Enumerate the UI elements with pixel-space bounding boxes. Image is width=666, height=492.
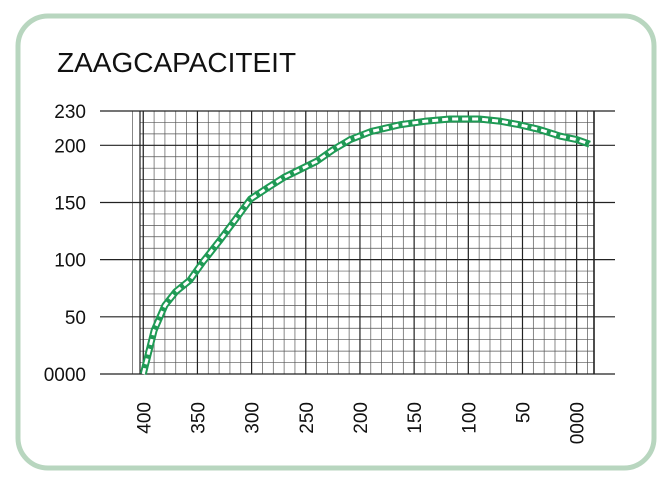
y-tick-label: 50 bbox=[65, 308, 86, 329]
y-tick-label: 230 bbox=[54, 102, 86, 123]
x-tick-label: 100 bbox=[459, 402, 480, 434]
x-tick-label: 200 bbox=[351, 402, 372, 434]
y-tick-label: 150 bbox=[54, 193, 86, 214]
frame bbox=[15, 13, 657, 471]
chart-title: ZAAGCAPACITEIT bbox=[57, 47, 296, 78]
x-tick-label: 0000 bbox=[568, 402, 589, 444]
x-tick-label: 250 bbox=[297, 402, 318, 434]
x-tick-label: 350 bbox=[188, 402, 209, 434]
x-tick-label: 400 bbox=[134, 402, 155, 434]
x-tick-label: 300 bbox=[243, 402, 264, 434]
y-tick-label: 0000 bbox=[44, 365, 86, 386]
line-inner bbox=[141, 117, 591, 375]
y-tick-label: 100 bbox=[54, 251, 86, 272]
x-tick-label: 150 bbox=[405, 402, 426, 434]
y-tick-label: 200 bbox=[54, 136, 86, 157]
x-tick-label: 50 bbox=[513, 402, 534, 423]
